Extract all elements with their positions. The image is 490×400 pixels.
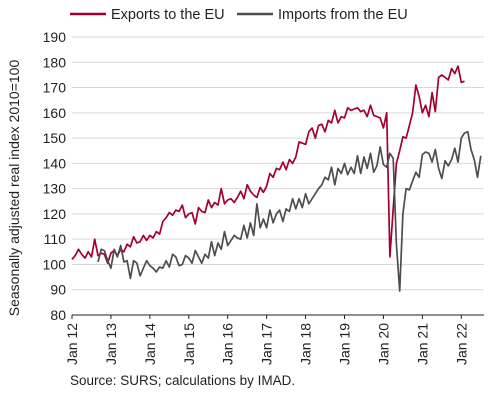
- y-tick-label: 180: [43, 54, 67, 70]
- gridlines: [72, 36, 484, 316]
- x-tick-label: Jan 13: [103, 323, 119, 365]
- y-tick-label: 150: [43, 130, 67, 146]
- x-tick-label: Jan 20: [375, 323, 391, 365]
- x-tick-label: Jan 19: [337, 323, 353, 365]
- y-tick-label: 120: [43, 206, 67, 222]
- x-tick-label: Jan 14: [142, 323, 158, 365]
- y-axis-ticks: 80 90 100 110 120 130 140 150 160 170 180 190: [43, 29, 67, 323]
- y-tick-label: 140: [43, 155, 67, 171]
- legend-label-exports: Exports to the EU: [111, 7, 225, 23]
- y-tick-label: 170: [43, 80, 67, 96]
- series-line-exports: [71, 65, 465, 265]
- x-tick-label: Jan 12: [64, 323, 80, 365]
- y-tick-label: 130: [43, 181, 67, 197]
- y-tick-label: 90: [50, 282, 66, 298]
- y-tick-label: 110: [44, 231, 67, 247]
- legend-label-imports: Imports from the EU: [278, 7, 408, 23]
- series-lines: [71, 65, 482, 292]
- x-tick-label: Jan 18: [298, 323, 314, 365]
- x-tick-label: Jan 21: [414, 323, 430, 365]
- series-line-imports: [97, 130, 482, 292]
- y-tick-label: 80: [50, 307, 66, 323]
- x-tick-label: Jan 16: [220, 323, 236, 365]
- y-tick-label: 190: [43, 29, 67, 45]
- legend: Exports to the EU Imports from the EU: [70, 7, 408, 23]
- x-tick-label: Jan 22: [453, 323, 469, 365]
- y-axis-label: Seasonally adjusted real index 2010=100: [6, 60, 22, 317]
- y-tick-label: 100: [43, 256, 67, 272]
- x-tick-label: Jan 15: [181, 323, 197, 365]
- x-tick-label: Jan 17: [259, 323, 275, 365]
- x-axis: Jan 12 Jan 13 Jan 14 Jan 15 Jan 16 Jan 17 Jan …: [64, 314, 484, 365]
- y-tick-label: 160: [43, 105, 67, 121]
- source-note: Source: SURS; calculations by IMAD.: [70, 373, 296, 388]
